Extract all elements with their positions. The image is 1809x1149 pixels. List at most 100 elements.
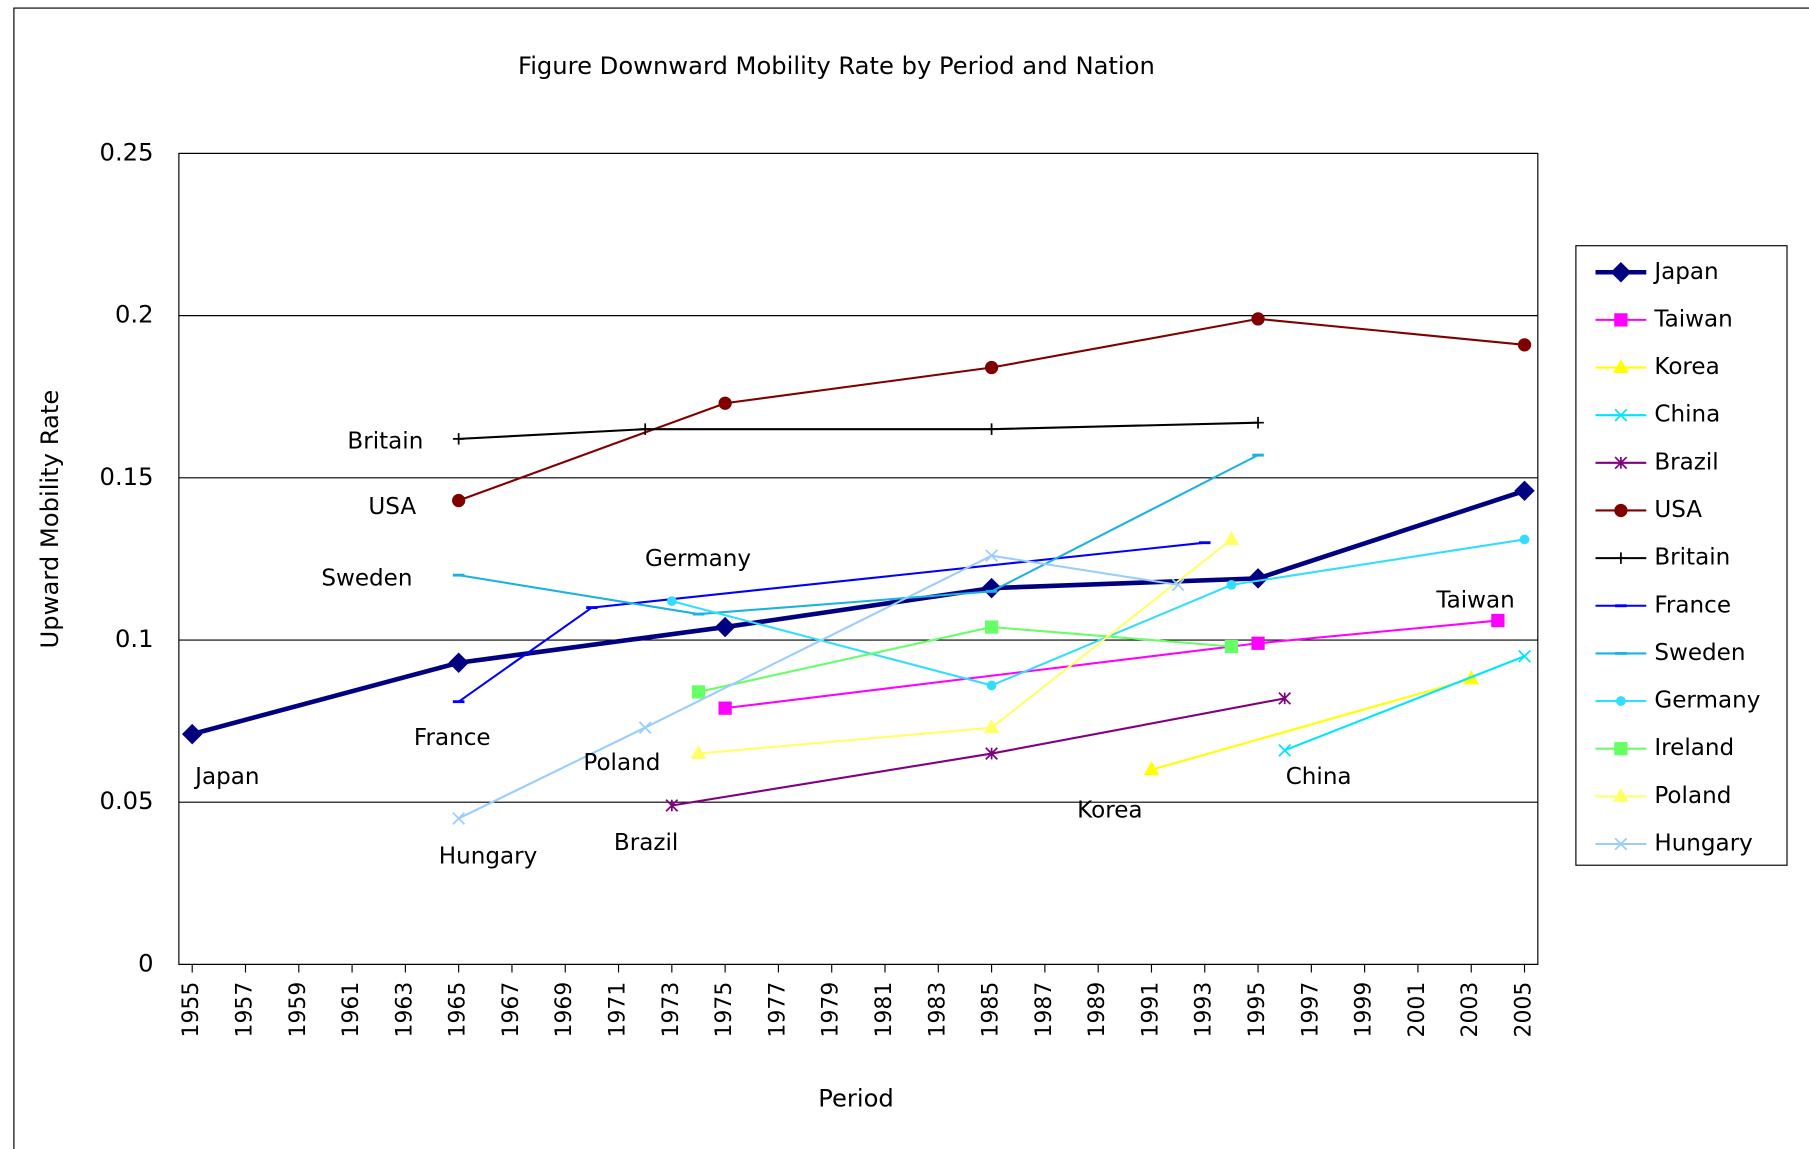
marker <box>983 718 1000 734</box>
x-tick-label: 1997 <box>1298 982 1323 1038</box>
series-line <box>1151 677 1472 771</box>
series-line <box>191 488 1526 737</box>
x-tick-label: 1989 <box>1085 982 1110 1038</box>
x-tick-label: 1977 <box>765 982 790 1038</box>
marker <box>1223 530 1240 545</box>
annotation: France <box>414 725 491 751</box>
x-tick-label: 1959 <box>286 982 311 1038</box>
x-tick-label: 1999 <box>1352 982 1377 1038</box>
x-tick-label: 1991 <box>1138 982 1163 1038</box>
x-axis-label: Period <box>818 1084 894 1112</box>
annotation: Hungary <box>439 844 537 870</box>
chart-title: Figure Downward Mobility Rate by Period … <box>518 52 1155 80</box>
marker <box>1615 552 1627 564</box>
x-tick-label: 1965 <box>446 982 471 1038</box>
y-tick-label: 0.05 <box>100 787 154 815</box>
legend-label: Taiwan <box>1653 306 1732 332</box>
marker <box>690 744 707 760</box>
marker <box>985 549 998 563</box>
x-tick-label: 1983 <box>925 982 950 1038</box>
annotation: USA <box>368 494 416 520</box>
y-tick-label: 0.25 <box>100 138 154 166</box>
x-tick-label: 1985 <box>979 982 1004 1038</box>
marker <box>452 812 466 825</box>
marker <box>1252 416 1264 429</box>
y-tick-label: 0 <box>138 949 153 977</box>
marker <box>718 701 732 715</box>
marker <box>1614 742 1628 756</box>
marker <box>1278 692 1292 705</box>
marker <box>1613 358 1629 374</box>
marker <box>638 721 652 734</box>
legend-label: Japan <box>1652 259 1718 285</box>
series-line <box>671 538 1525 687</box>
x-tick-label: 1979 <box>819 982 844 1038</box>
marker <box>714 616 736 638</box>
annotation: Taiwan <box>1435 588 1514 614</box>
series-line <box>458 454 1259 616</box>
legend-label: Sweden <box>1654 640 1745 666</box>
x-tick-label: 1981 <box>872 982 897 1038</box>
marker <box>1251 636 1265 650</box>
marker <box>1143 761 1160 776</box>
series-line <box>458 554 1179 820</box>
marker <box>1171 578 1185 592</box>
series-line <box>458 421 1259 440</box>
marker <box>1517 338 1532 352</box>
marker <box>1518 649 1531 663</box>
legend-label: Korea <box>1654 354 1719 380</box>
x-tick-label: 1975 <box>712 982 737 1038</box>
y-tick-label: 0.15 <box>100 463 154 491</box>
marker <box>1615 696 1626 706</box>
marker <box>1251 312 1265 326</box>
y-axis-label: Upward Mobility Rate <box>36 390 64 649</box>
annotation: Sweden <box>321 566 412 592</box>
legend-label: Poland <box>1654 783 1731 809</box>
x-tick-label: 1973 <box>659 982 684 1038</box>
annotation: Britain <box>347 428 423 454</box>
marker <box>448 652 469 673</box>
marker <box>1614 408 1628 422</box>
x-tick-label: 1995 <box>1245 982 1270 1038</box>
series-line <box>1284 655 1525 752</box>
legend-label: USA <box>1654 497 1702 523</box>
x-tick-label: 1971 <box>606 982 631 1038</box>
marker <box>986 680 997 691</box>
y-tick-label: 0.2 <box>115 301 154 329</box>
frame <box>13 7 1809 1149</box>
marker <box>691 685 706 699</box>
legend-label: Britain <box>1654 545 1730 571</box>
marker <box>984 620 999 634</box>
annotation: Germany <box>645 546 751 572</box>
x-tick-label: 1957 <box>232 982 257 1038</box>
marker <box>1614 503 1628 518</box>
marker <box>1613 787 1629 802</box>
marker <box>666 596 677 607</box>
x-tick-label: 1955 <box>179 982 204 1038</box>
x-tick-label: 2005 <box>1512 982 1537 1038</box>
marker <box>985 747 998 760</box>
marker <box>1519 534 1530 545</box>
annotation: Brazil <box>614 830 678 856</box>
annotation: Poland <box>583 750 660 776</box>
marker <box>639 423 651 435</box>
marker <box>984 360 999 375</box>
legend <box>1575 245 1788 866</box>
legend-label: Brazil <box>1654 449 1718 475</box>
marker <box>1247 568 1269 589</box>
marker <box>1614 456 1628 470</box>
x-tick-label: 2001 <box>1405 982 1430 1038</box>
marker <box>181 723 203 745</box>
marker <box>452 433 465 445</box>
x-tick-label: 1987 <box>1032 982 1057 1038</box>
legend-label: Ireland <box>1654 735 1734 761</box>
x-tick-label: 1961 <box>339 982 364 1038</box>
annotation: Japan <box>193 764 259 790</box>
x-tick-label: 1967 <box>499 982 524 1038</box>
legend-label: Germany <box>1654 688 1760 714</box>
x-tick-label: 2003 <box>1458 982 1483 1038</box>
annotation: China <box>1286 764 1352 790</box>
marker <box>985 423 998 435</box>
marker <box>452 493 466 508</box>
